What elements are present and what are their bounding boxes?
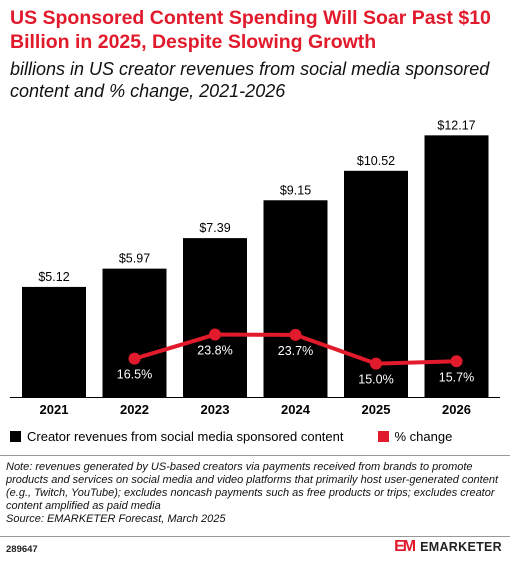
brand-name: EMARKETER — [420, 540, 502, 554]
x-tick-2022: 2022 — [120, 402, 149, 417]
chart-id: 289647 — [6, 544, 38, 555]
pct-label-2023: 23.8% — [197, 344, 232, 358]
bar-label-2025: $10.52 — [357, 154, 395, 168]
bar-2026 — [424, 135, 489, 397]
pct-point-2024 — [289, 328, 302, 341]
bar-label-2022: $5.97 — [119, 252, 150, 266]
pct-point-2022 — [128, 352, 141, 365]
bar-2023 — [183, 238, 247, 397]
chart-subtitle: billions in US creator revenues from soc… — [10, 59, 490, 101]
brand: EM EMARKETER — [394, 538, 502, 556]
legend-item-change: % change — [377, 429, 453, 444]
pct-label-2022: 16.5% — [117, 368, 152, 382]
source-text: Source: EMARKETER Forecast, March 2025 — [6, 513, 226, 525]
brand-logo: EM — [394, 538, 416, 555]
bar-2024 — [263, 200, 328, 397]
divider-bottom — [0, 536, 510, 537]
bar-label-2024: $9.15 — [280, 183, 311, 197]
pct-label-2026: 15.7% — [439, 370, 474, 384]
pct-label-2024: 23.7% — [278, 344, 313, 358]
pct-point-2023 — [209, 328, 221, 341]
bar-2022 — [102, 268, 167, 397]
x-tick-2023: 2023 — [201, 402, 230, 417]
bar-label-2021: $5.12 — [38, 270, 69, 284]
chart-title: US Sponsored Content Spending Will Soar … — [10, 7, 491, 53]
note-text: Note: revenues generated by US-based cre… — [6, 461, 499, 512]
pct-point-2026 — [450, 355, 463, 368]
legend-label-revenues: Creator revenues from social media spons… — [27, 429, 344, 444]
legend-label-change: % change — [394, 429, 453, 444]
x-tick-2021: 2021 — [40, 402, 69, 417]
bar-label-2026: $12.17 — [437, 118, 475, 132]
legend-item-revenues: Creator revenues from social media spons… — [10, 429, 344, 444]
bar-2021 — [22, 286, 86, 397]
divider-top — [0, 455, 510, 456]
x-tick-2024: 2024 — [281, 402, 311, 417]
bar-label-2023: $7.39 — [199, 221, 230, 235]
footer-note: Note: revenues generated by US-based cre… — [6, 461, 504, 526]
pct-label-2025: 15.0% — [358, 373, 393, 387]
x-tick-2025: 2025 — [362, 402, 391, 417]
chart-legend: Creator revenues from social media spons… — [10, 429, 452, 444]
legend-swatch-revenues — [10, 431, 21, 442]
pct-point-2025 — [370, 357, 382, 370]
legend-swatch-change — [377, 431, 389, 442]
x-tick-2026: 2026 — [442, 402, 471, 417]
chart-plot: $5.12 2021 $5.97 2022 $7.39 2023 $9.15 2024 $10.… — [10, 118, 500, 417]
